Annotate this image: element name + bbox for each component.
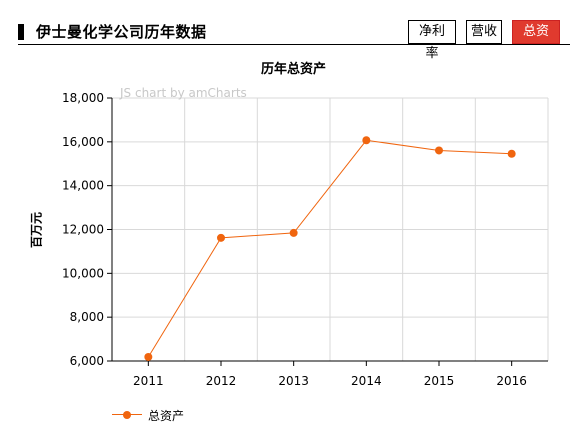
legend-label: 总资产	[148, 408, 185, 423]
tab-revenue[interactable]: 营收	[466, 20, 502, 44]
x-tick-label: 2012	[206, 374, 237, 388]
header: 伊士曼化学公司历年数据 净利率 营收 总资产	[0, 0, 587, 61]
data-point	[144, 352, 153, 361]
data-point	[217, 233, 225, 242]
data-point	[289, 228, 298, 237]
y-tick-label: 12,000	[62, 223, 104, 237]
chart-title: 历年总资产	[260, 62, 326, 77]
y-tick-label: 10,000	[62, 266, 104, 280]
y-tick-label: 18,000	[62, 91, 104, 105]
y-axis-label: 百万元	[29, 211, 44, 249]
tab-total-assets[interactable]: 总资产	[512, 20, 560, 61]
y-tick-label: 6,000	[70, 354, 104, 368]
header-divider	[18, 44, 570, 45]
y-tick-label: 16,000	[62, 135, 104, 149]
legend[interactable]: 总资产	[112, 405, 184, 425]
x-tick-label: 2011	[133, 374, 164, 388]
page-title: 伊士曼化学公司历年数据	[36, 23, 207, 41]
x-tick-label: 2016	[496, 374, 527, 388]
y-tick-label: 8,000	[70, 310, 104, 324]
series-line	[147, 139, 512, 358]
x-tick-label: 2015	[424, 374, 455, 388]
data-point	[507, 149, 516, 158]
title-marker	[18, 24, 24, 40]
data-point	[362, 136, 371, 145]
x-tick-label: 2014	[351, 374, 382, 388]
chart-watermark: JS chart by amCharts	[120, 86, 247, 100]
y-tick-label: 14,000	[62, 179, 104, 193]
legend-line-marker-icon	[112, 409, 142, 421]
tab-net-profit-margin[interactable]: 净利率	[408, 20, 456, 61]
x-tick-label: 2013	[278, 374, 309, 388]
data-point	[435, 146, 443, 155]
